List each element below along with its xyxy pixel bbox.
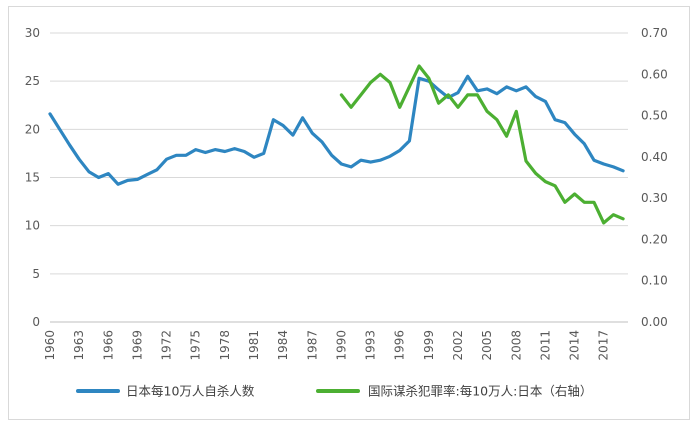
legend-label-1: 日本每10万人自杀人数 [126,384,255,399]
series-layer [48,64,625,225]
x-tick-label: 2008 [509,330,523,361]
x-tick-label: 1960 [43,330,57,361]
right-y-tick-label: 0.30 [641,191,668,205]
x-tick-label: 1996 [393,330,407,361]
chart-frame [8,6,690,420]
x-tick-label: 1987 [305,330,319,361]
series-line-2 [339,64,625,225]
x-tick-label: 2017 [597,330,611,361]
x-tick-label: 1966 [101,330,115,361]
left-y-tick-label: 10 [25,219,40,233]
legend: 日本每10万人自杀人数 国际谋杀犯罪率:每10万人:日本（右轴） [76,384,592,399]
right-y-tick-label: 0.70 [641,26,668,40]
x-tick-label: 1963 [72,330,86,361]
x-tick-label: 2014 [568,330,582,361]
series-line-1 [48,74,625,186]
x-tick-label: 2002 [451,330,465,361]
x-tick-label: 1972 [160,330,174,361]
left-y-tick-label: 25 [25,74,40,88]
right-y-tick-label: 0.10 [641,274,668,288]
x-tick-label: 2005 [480,330,494,361]
x-tick-label: 1993 [364,330,378,361]
left-y-tick-label: 15 [25,171,40,185]
legend-label-2: 国际谋杀犯罪率:每10万人:日本（右轴） [368,384,592,399]
x-tick-label: 1984 [276,330,290,361]
left-y-tick-label: 0 [32,315,40,329]
left-y-axis: 0 5 10 15 20 25 30 [25,26,40,329]
left-y-tick-label: 30 [25,26,40,40]
x-axis: 1960 1963 1966 1969 1972 1975 1978 1981 1984 1987… [43,321,628,361]
x-tick-label: 1990 [334,330,348,361]
x-tick-label: 1978 [218,330,232,361]
right-y-tick-label: 0.00 [641,315,668,329]
right-y-tick-label: 0.60 [641,67,668,81]
x-tick-label: 1969 [130,330,144,361]
x-tick-label: 1999 [422,330,436,361]
left-y-tick-label: 5 [32,267,40,281]
gridlines [50,32,628,275]
right-y-axis: 0.00 0.10 0.20 0.30 0.40 0.50 0.60 0.70 [641,26,668,329]
x-tick-label: 2011 [538,330,552,361]
x-tick-label: 1975 [189,330,203,361]
right-y-tick-label: 0.50 [641,109,668,123]
right-y-tick-label: 0.20 [641,232,668,246]
left-y-tick-label: 20 [25,122,40,136]
x-tick-label: 1981 [247,330,261,361]
right-y-tick-label: 0.40 [641,150,668,164]
